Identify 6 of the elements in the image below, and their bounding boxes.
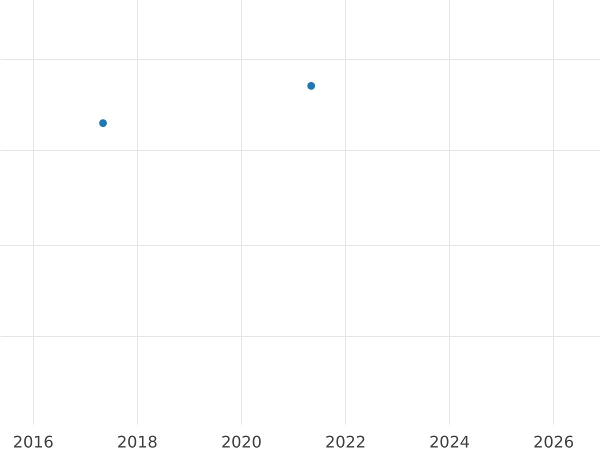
x-tick-label: 2026 (533, 432, 574, 450)
x-tick-label: 2024 (429, 432, 470, 450)
x-tick-label: 2018 (117, 432, 158, 450)
x-tick-label: 2020 (221, 432, 262, 450)
x-tick-label: 2022 (325, 432, 366, 450)
x-tick-label: 2016 (12, 432, 54, 450)
